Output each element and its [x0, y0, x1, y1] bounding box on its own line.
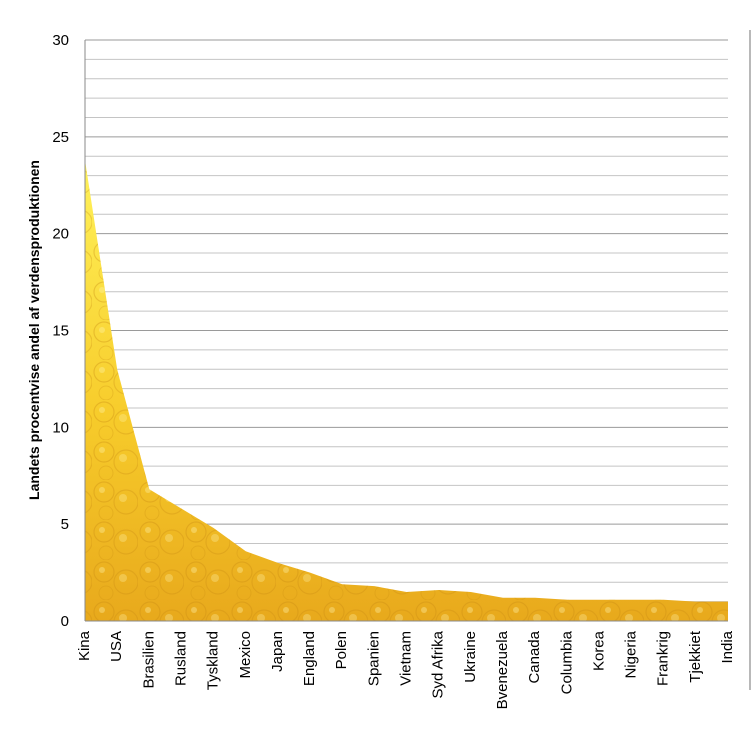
y-axis-title: Landets procentvise andel af verdensprod…	[26, 160, 42, 500]
x-tick-label: USA	[108, 631, 125, 662]
data-point-nigeria	[630, 598, 633, 601]
data-point-syd-afrika	[437, 589, 440, 592]
y-tick-label: 10	[52, 419, 69, 436]
x-tick-label: Tjekkiet	[687, 630, 704, 683]
x-tick-label: Polen	[333, 631, 350, 669]
data-point-columbia	[566, 598, 569, 601]
x-tick-label: Mexico	[237, 631, 254, 679]
series-area-texture	[85, 160, 728, 621]
data-point-tyskland	[212, 527, 215, 530]
x-tick-label: Syd Afrika	[430, 630, 447, 698]
y-tick-label: 15	[52, 323, 69, 340]
x-tick-label: Japan	[269, 631, 286, 672]
plot-area	[85, 160, 730, 621]
data-point-usa	[116, 368, 119, 371]
x-tick-label: India	[719, 630, 736, 663]
x-tick-label: Nigeria	[623, 630, 640, 678]
x-tick-label: Columbia	[558, 630, 575, 694]
data-point-mexico	[244, 550, 247, 553]
x-tick-label: Canada	[526, 630, 543, 683]
x-tick-label: Rusland	[172, 631, 189, 686]
data-point-frankrig	[662, 598, 665, 601]
data-point-canada	[534, 596, 537, 599]
x-tick-label: Tyskland	[205, 631, 222, 690]
x-tick-label: Kina	[76, 630, 93, 661]
data-point-vietnam	[405, 590, 408, 593]
data-point-spanien	[373, 585, 376, 588]
y-axis: 0 5 10 15 20 25 30	[52, 32, 86, 630]
data-point-polen	[341, 583, 344, 586]
minor-gridlines	[85, 58, 728, 603]
x-tick-label: Vietnam	[398, 631, 415, 686]
data-point-japan	[276, 561, 279, 564]
x-tick-label: Bvenezuela	[494, 630, 511, 709]
data-point-tjekkiet	[694, 600, 697, 603]
y-tick-label: 20	[52, 226, 69, 243]
data-point-korea	[598, 598, 601, 601]
data-point-india	[727, 600, 730, 603]
x-axis: Kina USA Brasilien Rusland Tyskland Mexico Jap…	[76, 620, 736, 709]
data-point-rusland	[180, 507, 183, 510]
x-tick-label: Ukraine	[462, 631, 479, 683]
x-tick-label: Frankrig	[655, 631, 672, 686]
y-tick-label: 25	[52, 129, 69, 146]
data-point-ukraine	[469, 590, 472, 593]
x-tick-label: England	[301, 631, 318, 686]
y-tick-label: 0	[61, 613, 69, 630]
data-point-england	[309, 571, 312, 574]
y-tick-label: 5	[61, 516, 69, 533]
data-point-brasilien	[148, 488, 151, 491]
x-tick-label: Korea	[590, 630, 607, 671]
data-point-bvenezuela	[501, 596, 504, 599]
x-tick-label: Spanien	[365, 631, 382, 686]
x-tick-label: Brasilien	[140, 631, 157, 689]
y-tick-label: 30	[52, 32, 69, 49]
